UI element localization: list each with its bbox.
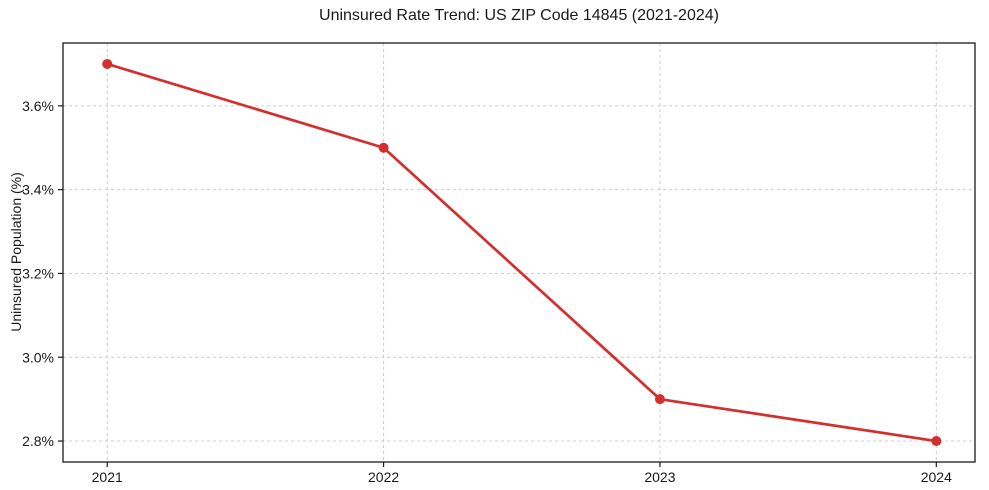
x-tick-label: 2022 bbox=[368, 469, 399, 485]
plot-border bbox=[62, 42, 976, 463]
x-tick-label: 2024 bbox=[921, 469, 952, 485]
y-tick-label: 3.6% bbox=[22, 98, 54, 114]
trend-line bbox=[105, 62, 938, 443]
y-tick-label: 2.8% bbox=[22, 433, 54, 449]
x-tick-label: 2023 bbox=[644, 469, 675, 485]
x-tick-label: 2021 bbox=[92, 469, 123, 485]
y-tick-label: 3.0% bbox=[22, 349, 54, 365]
y-tick-label: 3.2% bbox=[22, 265, 54, 281]
data-point-marker bbox=[931, 436, 942, 447]
data-point-marker bbox=[378, 142, 389, 153]
y-tick-label: 3.4% bbox=[22, 182, 54, 198]
data-point-marker bbox=[654, 394, 665, 405]
chart-title: Uninsured Rate Trend: US ZIP Code 14845 … bbox=[319, 7, 719, 24]
data-point-marker bbox=[102, 58, 113, 69]
